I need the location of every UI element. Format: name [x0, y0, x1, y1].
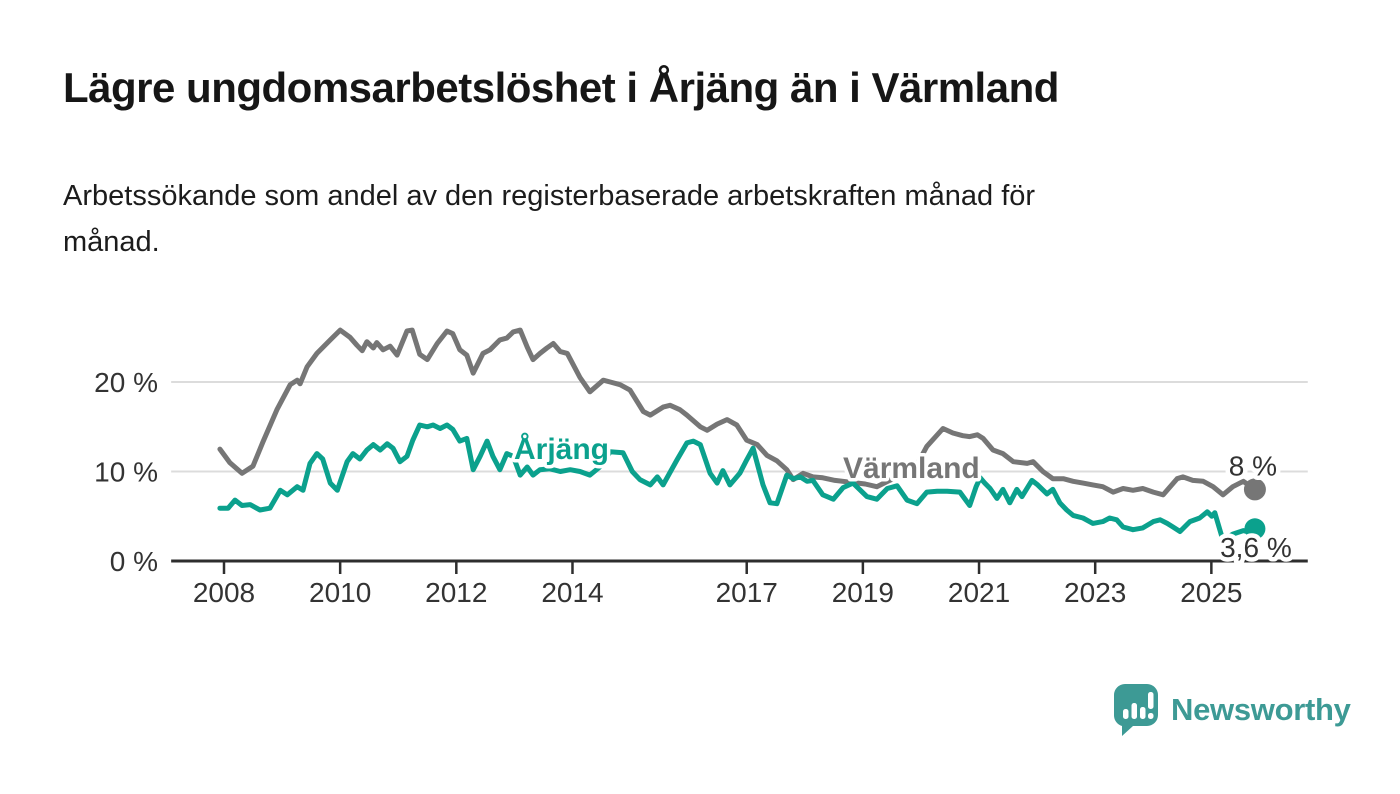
x-tick-label-2023: 2023: [1064, 577, 1126, 608]
series-line-arjang: [217, 422, 1258, 543]
x-tick-label-2025: 2025: [1180, 577, 1242, 608]
y-tick-label-10: 10 %: [94, 457, 158, 488]
chart-end-labels: 8 % 3,6 %: [1216, 446, 1297, 567]
exclamation-bar: [1148, 692, 1154, 709]
y-tick-label-20: 20 %: [94, 367, 158, 398]
exclamation-dot: [1148, 713, 1154, 719]
newsworthy-logo-icon: [1114, 684, 1158, 736]
page-subtitle: Arbetssökande som andel av den registerb…: [63, 174, 1343, 266]
series-label-arjang: Årjäng: [514, 433, 609, 466]
x-tick-label-2019: 2019: [832, 577, 894, 608]
end-dot-varmland: [1243, 478, 1266, 501]
chart-x-labels: 2008 2010 2012 2014 2017 2019 2021 2023 2025: [193, 577, 1243, 608]
end-value-label-varmland: 8 %: [1229, 450, 1277, 481]
x-tick-label-2021: 2021: [948, 577, 1010, 608]
chart-series: [217, 327, 1258, 543]
page-title: Lägre ungdomsarbetslöshet i Årjäng än i …: [63, 64, 1059, 111]
chart-end-markers: [1243, 478, 1266, 540]
x-tick-label-2014: 2014: [541, 577, 603, 608]
newsworthy-logo-text: Newsworthy: [1171, 692, 1351, 727]
subtitle-line-2: månad.: [63, 225, 160, 258]
x-tick-label-2012: 2012: [425, 577, 487, 608]
subtitle-line-1: Arbetssökande som andel av den registerb…: [63, 180, 1036, 212]
chart-series-labels: Värmland Årjäng: [511, 430, 984, 489]
x-tick-label-2008: 2008: [193, 577, 255, 608]
y-tick-label-0: 0 %: [110, 546, 158, 577]
x-tick-label-2017: 2017: [716, 577, 778, 608]
end-dot-arjang: [1244, 518, 1266, 540]
series-label-varmland: Värmland: [843, 452, 980, 485]
x-tick-label-2010: 2010: [309, 577, 371, 608]
newsworthy-logo: Newsworthy: [1112, 683, 1351, 737]
chart-y-labels: 0 % 10 % 20 %: [94, 367, 158, 577]
series-line-varmland: [217, 327, 1258, 498]
bar-chart-glyph: [1123, 692, 1154, 719]
chart-axis: [171, 559, 1308, 574]
end-value-label-arjang: 3,6 %: [1220, 532, 1292, 563]
